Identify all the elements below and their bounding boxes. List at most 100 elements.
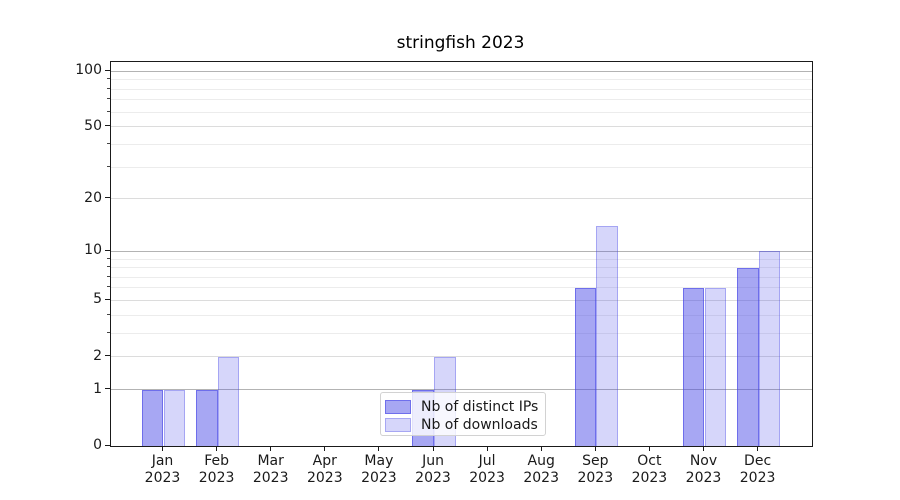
bar-distinct-ips-feb: [196, 389, 218, 446]
y-minor-tick-80: [107, 87, 110, 89]
y-tick-10: [105, 249, 110, 251]
x-tick-label-jul: Jul 2023: [455, 453, 519, 487]
y-minor-tick-3: [107, 331, 110, 333]
bar-downloads-sep: [596, 226, 618, 446]
gridline-minor-y-9: [111, 258, 812, 260]
x-tick-label-feb: Feb 2023: [185, 453, 249, 487]
legend-item-distinct-ips: Nb of distinct IPs: [385, 398, 538, 415]
x-tick-label-mar: Mar 2023: [239, 453, 303, 487]
gridline-y-100: [111, 70, 812, 72]
y-tick-label-20: 20: [84, 189, 102, 206]
y-minor-tick-8: [107, 266, 110, 268]
x-tick-month: Jul: [478, 453, 496, 469]
x-tick-year: 2023: [252, 470, 289, 486]
gridline-y-5: [111, 299, 812, 301]
y-tick-label-50: 50: [84, 117, 102, 134]
x-tick-jan: [162, 446, 163, 451]
x-tick-jun: [432, 446, 434, 451]
gridline-minor-y-30: [111, 166, 812, 168]
x-tick-year: 2023: [685, 470, 722, 486]
x-tick-feb: [216, 446, 218, 451]
gridline-y-2: [111, 356, 812, 358]
y-tick-2: [105, 355, 110, 357]
bar-distinct-ips-nov: [682, 287, 705, 446]
gridline-minor-y-40: [111, 143, 812, 145]
y-minor-tick-90: [107, 78, 110, 80]
x-tick-year: 2023: [739, 470, 776, 486]
bar-downloads-jan: [163, 389, 186, 446]
y-tick-100: [105, 69, 110, 71]
x-tick-aug: [540, 446, 542, 451]
x-tick-month: Nov: [689, 453, 718, 469]
gridline-y-1: [111, 389, 812, 391]
y-tick-1: [105, 388, 110, 390]
bar-downloads-dec: [758, 251, 781, 446]
gridline-y-20: [111, 198, 812, 200]
plot-area: [110, 61, 813, 447]
y-minor-tick-30: [107, 165, 110, 167]
x-tick-apr: [324, 446, 326, 451]
gridline-minor-y-70: [111, 99, 812, 101]
x-tick-sep: [594, 446, 596, 451]
legend-item-downloads: Nb of downloads: [385, 416, 538, 433]
bar-distinct-ips-jan: [141, 389, 164, 446]
gridline-minor-y-4: [111, 314, 812, 316]
y-minor-tick-4: [107, 313, 110, 315]
legend: Nb of distinct IPs Nb of downloads: [380, 392, 546, 436]
x-tick-month: Jun: [422, 453, 444, 469]
bar-distinct-ips-dec: [737, 267, 759, 446]
gridline-minor-y-7: [111, 276, 812, 278]
y-tick-0: [105, 444, 110, 446]
x-tick-year: 2023: [144, 470, 181, 486]
x-tick-nov: [703, 446, 704, 451]
y-tick-label-10: 10: [84, 242, 102, 259]
x-tick-year: 2023: [523, 470, 559, 486]
gridline-y-50: [111, 126, 812, 128]
y-tick-label-100: 100: [75, 62, 102, 79]
x-tick-month: Oct: [637, 453, 662, 469]
x-tick-label-jun: Jun 2023: [401, 453, 465, 487]
gridline-minor-y-3: [111, 332, 812, 334]
x-tick-year: 2023: [306, 470, 343, 486]
bar-downloads-feb: [217, 356, 240, 446]
x-tick-label-dec: Dec 2023: [726, 453, 790, 487]
x-tick-month: Apr: [312, 453, 337, 469]
x-tick-mar: [270, 446, 272, 451]
y-tick-label-5: 5: [93, 291, 102, 308]
chart-title: stringfish 2023: [396, 33, 525, 53]
x-tick-month: Aug: [527, 453, 555, 469]
bar-downloads-nov: [704, 287, 727, 446]
x-tick-label-sep: Sep 2023: [563, 453, 627, 487]
bar-distinct-ips-sep: [574, 287, 597, 446]
x-tick-jul: [486, 446, 488, 451]
y-minor-tick-70: [107, 98, 110, 100]
y-tick-label-0: 0: [93, 437, 102, 453]
x-tick-label-aug: Aug 2023: [509, 453, 573, 487]
y-minor-tick-7: [107, 275, 110, 277]
x-tick-label-apr: Apr 2023: [293, 453, 357, 487]
y-minor-tick-9: [107, 257, 110, 259]
x-tick-oct: [648, 446, 650, 451]
x-tick-label-jan: Jan 2023: [131, 453, 195, 487]
y-tick-50: [105, 125, 110, 127]
x-tick-year: 2023: [361, 470, 397, 486]
y-tick-label-2: 2: [93, 347, 102, 364]
y-minor-tick-60: [107, 110, 110, 112]
x-tick-year: 2023: [469, 470, 505, 486]
x-tick-dec: [757, 446, 759, 451]
legend-swatch-distinct-ips: [385, 399, 411, 414]
x-tick-label-oct: Oct 2023: [617, 453, 681, 487]
x-tick-year: 2023: [415, 470, 451, 486]
legend-label-downloads: Nb of downloads: [421, 416, 538, 433]
y-tick-label-1: 1: [93, 380, 102, 397]
x-tick-month: Feb: [204, 453, 229, 469]
gridline-minor-y-80: [111, 88, 812, 90]
gridline-y-10: [111, 250, 812, 252]
x-tick-year: 2023: [198, 470, 235, 486]
x-tick-month: Mar: [257, 453, 284, 469]
y-tick-20: [105, 197, 110, 199]
x-tick-label-may: May 2023: [347, 453, 411, 487]
x-tick-month: Dec: [744, 453, 772, 469]
x-tick-month: May: [364, 453, 394, 469]
